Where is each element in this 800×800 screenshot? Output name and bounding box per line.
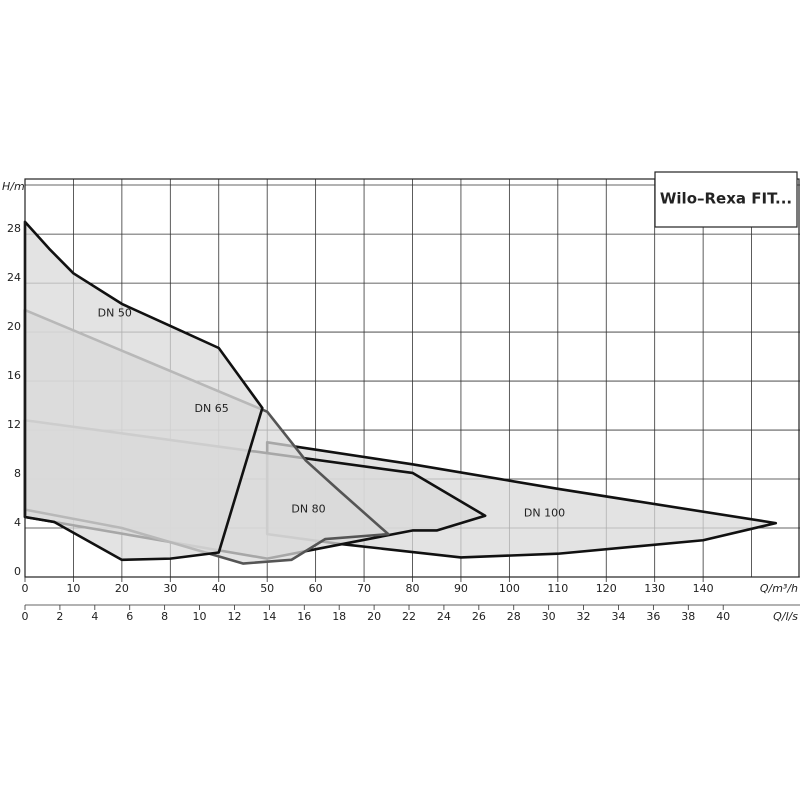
x2-tick-label: 30 — [542, 610, 556, 623]
x2-tick-label: 26 — [472, 610, 486, 623]
x-tick-label: 40 — [212, 582, 226, 595]
x-tick-label: 70 — [357, 582, 371, 595]
y-tick-label: 24 — [7, 271, 21, 284]
x2-tick-label: 34 — [611, 610, 625, 623]
x2-tick-label: 24 — [437, 610, 451, 623]
region-label: DN 100 — [524, 506, 565, 519]
x2-tick-label: 28 — [507, 610, 521, 623]
x2-tick-label: 10 — [193, 610, 207, 623]
x2-tick-label: 2 — [56, 610, 63, 623]
y-tick-label: 28 — [7, 222, 21, 235]
x-tick-label: 140 — [693, 582, 714, 595]
x2-tick-label: 8 — [161, 610, 168, 623]
x-tick-label: 130 — [644, 582, 665, 595]
x2-tick-label: 38 — [681, 610, 695, 623]
x2-tick-label: 32 — [577, 610, 591, 623]
x2-tick-label: 22 — [402, 610, 416, 623]
plot-frame — [24, 178, 800, 578]
x-tick-label: 110 — [547, 582, 568, 595]
y-tick-label: 20 — [7, 320, 21, 333]
x-tick-label: 100 — [499, 582, 520, 595]
x2-tick-label: 36 — [646, 610, 660, 623]
region — [23, 220, 264, 562]
x-tick-label: 60 — [309, 582, 323, 595]
y-tick-label: 4 — [14, 516, 21, 529]
x2-tick-label: 20 — [367, 610, 381, 623]
x2-tick-label: 16 — [297, 610, 311, 623]
x-axis-label: Q/m³/h — [760, 582, 798, 595]
x-tick-label: 10 — [66, 582, 80, 595]
y-tick-label: 12 — [7, 418, 21, 431]
chart-title: Wilo–Rexa FIT... — [660, 190, 792, 208]
x-tick-label: 30 — [163, 582, 177, 595]
x-tick-label: 0 — [22, 582, 29, 595]
x-tick-label: 90 — [454, 582, 468, 595]
x2-tick-label: 6 — [126, 610, 133, 623]
y-tick-label: 16 — [7, 369, 21, 382]
region-label: DN 65 — [195, 402, 229, 415]
y-tick-label: 8 — [14, 467, 21, 480]
x2-tick-label: 12 — [227, 610, 241, 623]
region-label: DN 80 — [291, 503, 325, 516]
title-box — [654, 171, 798, 228]
x-tick-label: 50 — [260, 582, 274, 595]
x2-tick-label: 40 — [716, 610, 730, 623]
y-axis-label: H/m — [2, 180, 25, 193]
x-tick-label: 80 — [406, 582, 420, 595]
x2-tick-label: 0 — [22, 610, 29, 623]
region-label: DN 50 — [98, 307, 132, 320]
x-tick-label: 120 — [596, 582, 617, 595]
y-tick-label: 0 — [14, 565, 21, 578]
x2-axis-label: Q/l/s — [773, 610, 798, 623]
x2-tick-label: 14 — [262, 610, 276, 623]
x-tick-label: 20 — [115, 582, 129, 595]
x2-tick-label: 4 — [91, 610, 98, 623]
x2-tick-label: 18 — [332, 610, 346, 623]
